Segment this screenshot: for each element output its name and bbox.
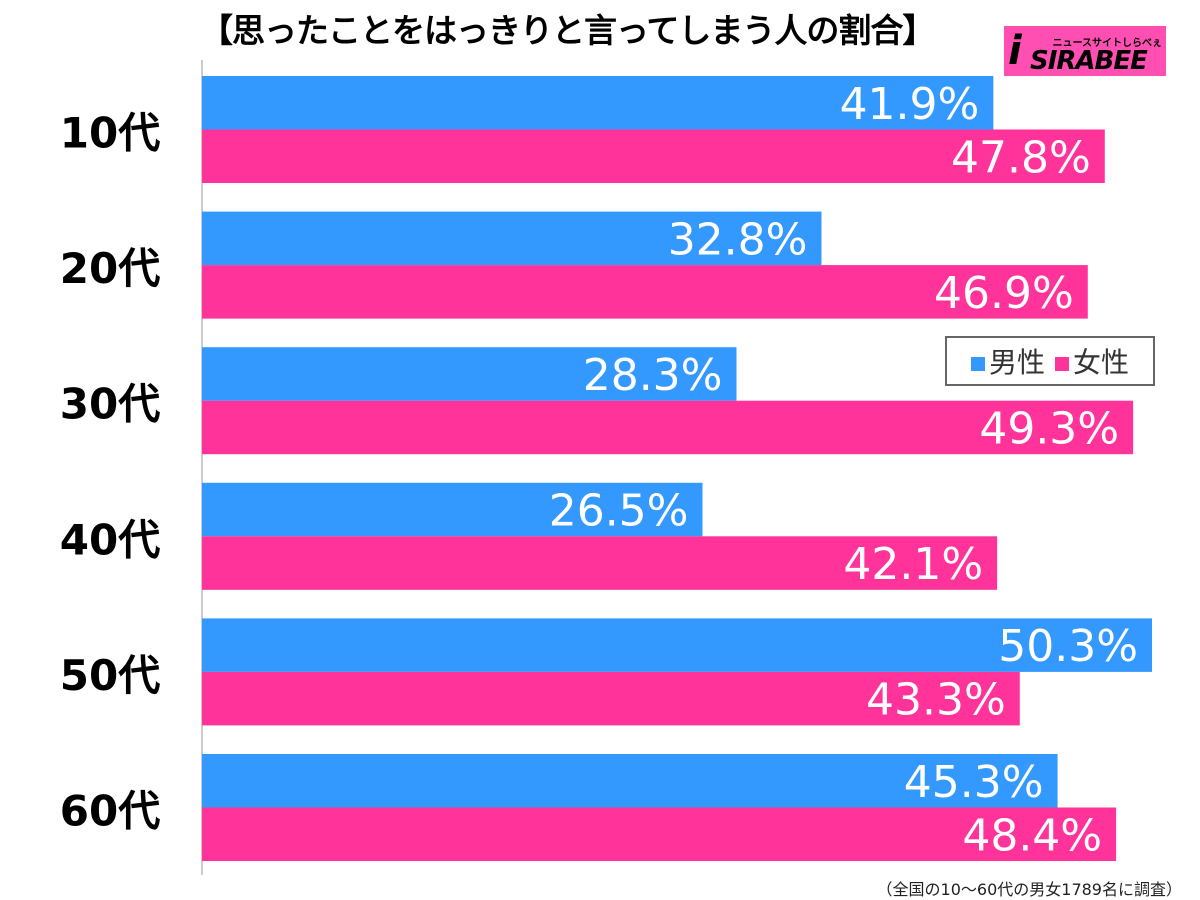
data-label: 28.3%	[583, 350, 723, 401]
legend-item-female: 女性	[1055, 341, 1129, 381]
logo-subtitle: ニュースサイトしらべぇ	[1052, 38, 1163, 49]
bar-female	[202, 265, 1088, 319]
data-label: 26.5%	[549, 486, 689, 537]
bar-male	[202, 211, 822, 266]
bar-female	[202, 129, 1105, 183]
legend-item-male: 男性	[970, 341, 1045, 381]
data-label: 46.9%	[934, 268, 1074, 319]
category-label: 60代	[60, 787, 160, 836]
footnote: （全国の10〜60代の男女1789名に調査）	[876, 880, 1182, 899]
legend-swatch-male	[970, 357, 985, 371]
category-label: 40代	[60, 515, 160, 564]
bar-male	[202, 347, 737, 401]
category-label: 50代	[60, 651, 160, 700]
logo-text: SIRABEE	[1030, 46, 1148, 76]
bar-male	[202, 482, 703, 537]
data-label: 49.3%	[979, 403, 1119, 454]
bar-female	[202, 536, 998, 590]
legend: 男性 女性	[945, 336, 1155, 386]
bar-male	[202, 754, 1058, 808]
data-label: 47.8%	[951, 132, 1091, 183]
legend-swatch-female	[1055, 357, 1069, 371]
chart-title: 【思ったことをはっきりと言ってしまう人の割合】	[200, 11, 935, 50]
sirabee-logo: i ニュースサイトしらべぇ SIRABEE	[1004, 26, 1166, 76]
data-label: 42.1%	[843, 539, 983, 590]
data-label: 45.3%	[904, 757, 1044, 808]
data-label: 48.4%	[962, 810, 1102, 861]
category-label: 10代	[60, 109, 160, 158]
category-label: 30代	[60, 380, 160, 429]
bar-male	[202, 618, 1152, 672]
bar-male	[202, 76, 994, 130]
data-label: 32.8%	[668, 214, 808, 265]
category-label: 20代	[60, 244, 160, 293]
data-label: 43.3%	[866, 675, 1006, 726]
bar-female	[202, 671, 1020, 726]
bar-female	[202, 400, 1134, 455]
bar-female	[202, 807, 1117, 861]
data-label: 50.3%	[998, 621, 1138, 672]
data-label: 41.9%	[840, 79, 980, 130]
